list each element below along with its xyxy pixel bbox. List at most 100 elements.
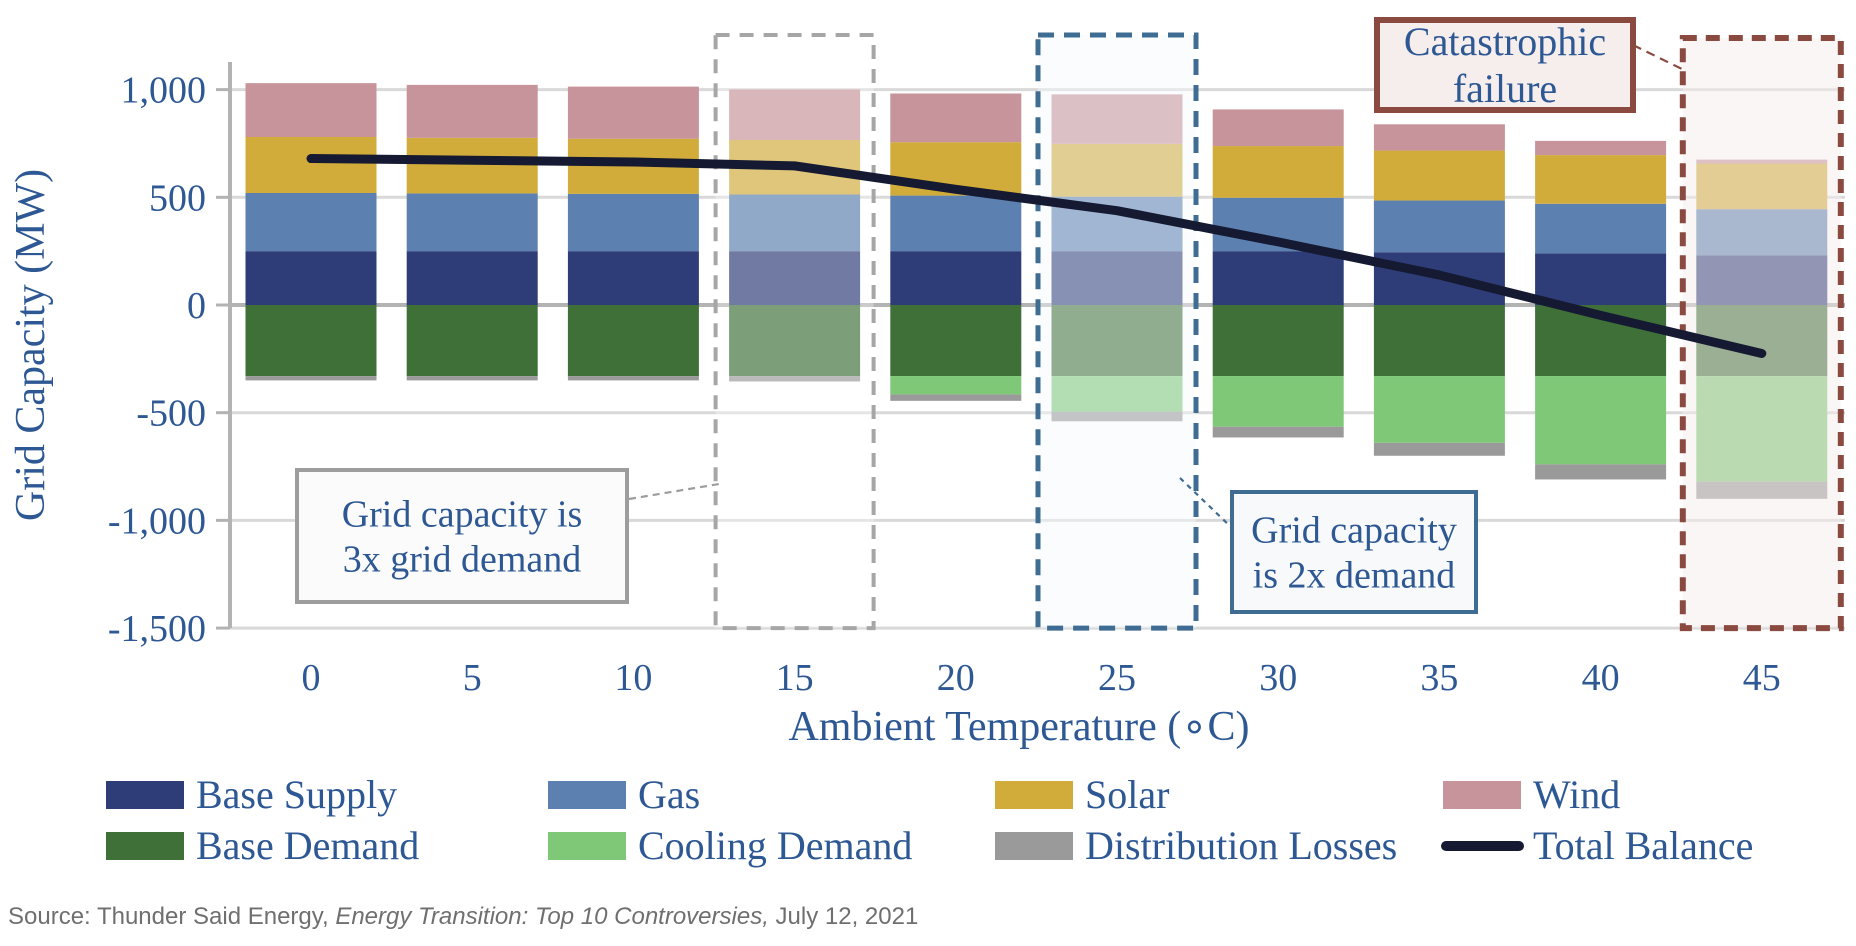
legend: Base Supply Gas Solar Wind Base Demand Coolin… (106, 772, 1753, 868)
bar-group-10 (567, 86, 699, 381)
callout-failure-text: Catastrophic (1404, 19, 1606, 64)
bar-segment-solar (1535, 155, 1667, 204)
bar-segment-base-supply (1535, 253, 1667, 305)
bar-segment-base-supply (245, 251, 377, 305)
callout-2x-leader (1179, 477, 1233, 529)
bar-segment-gas (567, 193, 699, 252)
bar-group-0 (245, 83, 377, 381)
bar-segment-distribution-losses (890, 394, 1022, 401)
bar-segment-base-demand (245, 305, 377, 377)
callout-failure-box (1374, 17, 1636, 113)
bar-segment-wind (1212, 109, 1344, 147)
x-tick-label: 30 (1259, 657, 1297, 699)
bar-segment-base-supply (890, 251, 1022, 305)
x-tick-label: 10 (614, 657, 652, 699)
axis-labels: 1,000 500 0 -500 -1,000 -1,500 0 5 10 15 20 25 30 35 4… (8, 70, 1781, 750)
zone-3x-capacity (713, 33, 876, 631)
legend-swatch-gas (548, 781, 626, 809)
legend-label-solar: Solar (1085, 772, 1169, 817)
legend-label-gas: Gas (638, 772, 700, 817)
bar-segment-cooling-demand (890, 376, 1022, 395)
bar-segment-distribution-losses (567, 376, 699, 381)
bar-segment-base-supply (1051, 251, 1183, 305)
callout-2x-text: Grid capacity (1251, 510, 1457, 552)
source-prefix: Source: Thunder Said Energy, (8, 903, 336, 930)
x-tick-label: 20 (937, 657, 975, 699)
bar-segment-wind (406, 84, 538, 138)
bar-segment-base-demand (890, 305, 1022, 377)
bar-segment-base-supply (406, 251, 538, 305)
callout-3x-leader (628, 482, 720, 501)
total-balance-line (306, 154, 1767, 358)
y-tick-label: -1,500 (108, 608, 206, 650)
bar-segment-base-supply (567, 251, 699, 305)
highlight-zones (713, 32, 1844, 632)
legend-swatch-base-demand (106, 832, 184, 860)
bar-group-30 (1212, 109, 1344, 438)
legend-label-base-supply: Base Supply (196, 772, 397, 817)
bar-segment-gas (1373, 200, 1505, 253)
bar-segment-distribution-losses (245, 376, 377, 381)
legend-label-distribution-losses: Distribution Losses (1085, 823, 1397, 868)
y-tick-label: 500 (149, 177, 206, 219)
callout-failure-text: failure (1453, 66, 1557, 111)
bar-segment-base-demand (1051, 305, 1183, 377)
callout-3x-box (295, 468, 629, 604)
bar-segment-gas (406, 193, 538, 252)
bar-segment-base-demand (1373, 305, 1505, 377)
legend-label-base-demand: Base Demand (196, 823, 419, 868)
bar-segment-base-demand (1212, 305, 1344, 377)
zone-2x-capacity (1035, 32, 1199, 631)
source-caption: Source: Thunder Said Energy, Energy Tran… (8, 903, 918, 931)
bar-segment-solar (1212, 146, 1344, 198)
bar-segment-base-demand (729, 305, 861, 377)
bar-segment-wind (1535, 140, 1667, 156)
bar-segment-solar (406, 137, 538, 194)
bar-segment-base-supply (1212, 251, 1344, 305)
bar-segment-cooling-demand (1212, 376, 1344, 427)
legend-swatch-base-supply (106, 781, 184, 809)
zone-failure (1679, 35, 1844, 632)
legend-label-wind: Wind (1533, 772, 1620, 817)
bar-segment-wind (567, 86, 699, 139)
bar-segment-distribution-losses (1212, 426, 1344, 438)
y-tick-label: 0 (187, 285, 206, 327)
bar-group-5 (406, 84, 538, 381)
y-tick-label: -1,000 (108, 500, 206, 542)
bar-segment-gas (890, 195, 1022, 252)
bar-group-15 (729, 89, 861, 382)
callout-2x-text: is 2x demand (1253, 554, 1456, 596)
bar-segment-gas (245, 193, 377, 252)
bar-segment-distribution-losses (1535, 464, 1667, 480)
bar-group-35 (1373, 124, 1505, 456)
legend-label-cooling-demand: Cooling Demand (638, 823, 912, 868)
bar-group-40 (1535, 140, 1667, 480)
legend-swatch-wind (1443, 781, 1521, 809)
bar-segment-wind (245, 83, 377, 138)
bar-segment-distribution-losses (729, 376, 861, 382)
y-tick-label: -500 (136, 393, 206, 435)
bar-segment-cooling-demand (1051, 376, 1183, 412)
x-axis-title: Ambient Temperature (∘C) (788, 704, 1249, 750)
bar-segment-solar (245, 137, 377, 194)
bar-segment-wind (890, 93, 1022, 143)
bar-segment-distribution-losses (1373, 442, 1505, 456)
source-date: July 12, 2021 (768, 903, 919, 930)
callout-2x-box (1230, 490, 1478, 614)
bar-group-20 (890, 93, 1022, 401)
x-tick-label: 25 (1098, 657, 1136, 699)
bar-segment-wind (1373, 124, 1505, 151)
x-tick-label: 40 (1582, 657, 1620, 699)
legend-swatch-cooling-demand (548, 832, 626, 860)
bar-segment-base-supply (729, 251, 861, 305)
x-tick-label: 5 (463, 657, 482, 699)
bar-segment-wind (729, 89, 861, 141)
bar-segment-solar (1051, 143, 1183, 197)
bar-segment-wind (1051, 94, 1183, 144)
legend-swatch-solar (995, 781, 1073, 809)
y-tick-label: 1,000 (121, 70, 207, 112)
x-tick-label: 15 (776, 657, 814, 699)
callout-3x-text: Grid capacity is (342, 494, 583, 536)
